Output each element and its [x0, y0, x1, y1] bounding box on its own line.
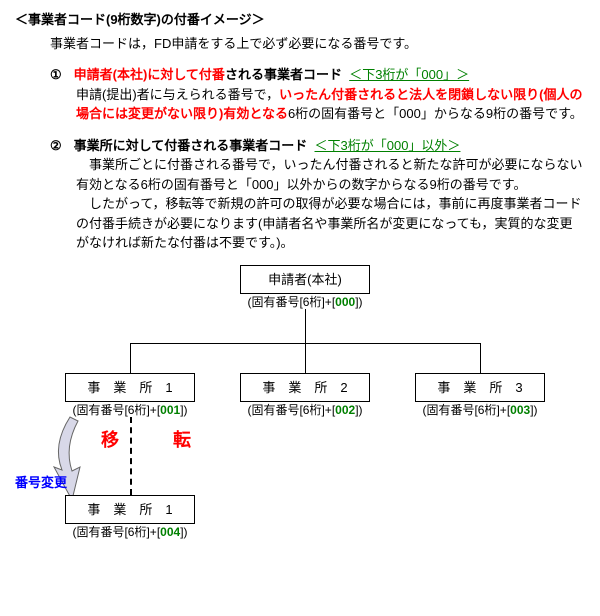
iten-label: 移 転 — [101, 427, 209, 454]
page-subtitle: 事業者コードは，FD申請をする上で必ず必要になる番号です。 — [15, 34, 585, 54]
section-2-head: ② 事業所に対して付番される事業者コード ＜下3桁が「000」以外＞ — [50, 136, 585, 156]
child3-sublabel: (固有番号[6桁]+[003]) — [400, 401, 560, 419]
s1-head-black: される事業者コード — [225, 67, 342, 82]
s1-body-a: 申請(提出)者に与えられる番号で， — [76, 87, 279, 102]
node-root: 申請者(本社) — [240, 265, 370, 295]
node-moved: 事 業 所 1 — [65, 495, 195, 525]
circled-1: ① — [50, 65, 62, 85]
child2-sublabel: (固有番号[6桁]+[002]) — [225, 401, 385, 419]
child2-label: 事 業 所 2 — [262, 380, 347, 395]
s2-body-p1: 事業所ごとに付番される番号で，いったん付番されると新たな許可が必要にならない有効… — [76, 155, 585, 194]
section-2-body: 事業所ごとに付番される番号で，いったん付番されると新たな許可が必要にならない有効… — [50, 155, 585, 253]
section-1: ① 申請者(本社)に対して付番される事業者コード ＜下3桁が「000」＞ 申請(… — [15, 65, 585, 124]
s2-body-p2: したがって，移転等で新規の許可の取得が必要な場合には，事前に再度事業者コードの付… — [76, 194, 585, 253]
node-child-3: 事 業 所 3 — [415, 373, 545, 403]
section-1-head: ① 申請者(本社)に対して付番される事業者コード ＜下3桁が「000」＞ — [50, 65, 585, 85]
s1-head-green: ＜下3桁が「000」＞ — [349, 67, 469, 82]
section-1-heading: 申請者(本社)に対して付番される事業者コード ＜下3桁が「000」＞ — [74, 65, 469, 85]
tree-diagram: 申請者(本社) (固有番号[6桁]+[000]) 事 業 所 1 (固有番号[6… — [15, 265, 585, 585]
subtitle-text: 事業者コードは，FD申請をする上で必ず必要になる番号です。 — [50, 36, 417, 51]
section-2: ② 事業所に対して付番される事業者コード ＜下3桁が「000」以外＞ 事業所ごと… — [15, 136, 585, 253]
s1-body-b: 6桁の固有番号と「000」からなる9桁の番号です。 — [288, 106, 583, 121]
s1-head-red: 申請者(本社)に対して付番 — [74, 67, 225, 82]
connector-c1 — [130, 343, 131, 373]
section-1-body: 申請(提出)者に与えられる番号で，いったん付番されると法人を閉鎖しない限り(個人… — [50, 85, 585, 124]
child1-label: 事 業 所 1 — [87, 380, 172, 395]
child3-label: 事 業 所 3 — [437, 380, 522, 395]
moved-label: 事 業 所 1 — [87, 502, 172, 517]
connector-root-down — [305, 309, 306, 343]
s2-head-bold: 事業所に対して付番される事業者コード — [74, 138, 308, 153]
title-text: ＜事業者コード(9桁数字)の付番イメージ＞ — [15, 12, 265, 27]
page-title: ＜事業者コード(9桁数字)の付番イメージ＞ — [15, 10, 585, 30]
bangou-label: 番号変更 — [15, 473, 67, 493]
node-child-1: 事 業 所 1 — [65, 373, 195, 403]
root-label: 申請者(本社) — [268, 272, 342, 287]
node-child-2: 事 業 所 2 — [240, 373, 370, 403]
circled-2: ② — [50, 136, 62, 156]
s2-head-green: ＜下3桁が「000」以外＞ — [315, 138, 461, 153]
connector-c2 — [305, 343, 306, 373]
moved-sublabel: (固有番号[6桁]+[004]) — [50, 523, 210, 541]
connector-c3 — [480, 343, 481, 373]
section-2-heading: 事業所に対して付番される事業者コード ＜下3桁が「000」以外＞ — [74, 136, 461, 156]
